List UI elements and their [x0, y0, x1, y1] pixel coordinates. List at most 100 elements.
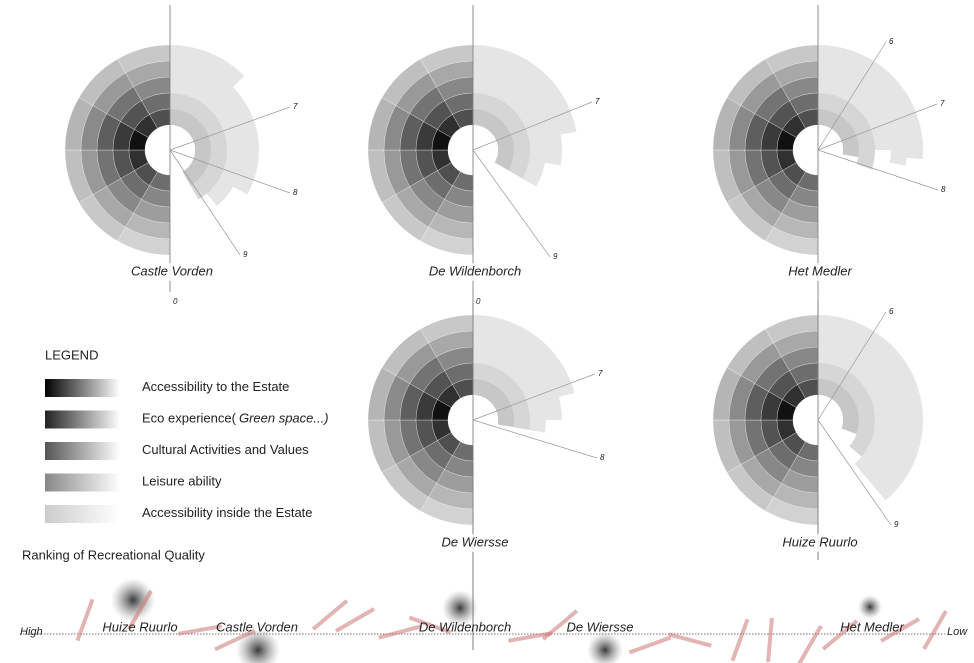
spoke	[169, 149, 291, 194]
stroke-mark	[766, 617, 774, 663]
stroke-mark	[668, 632, 712, 648]
stroke-mark	[541, 609, 579, 641]
stroke-mark	[378, 624, 422, 640]
spoke-label: 7	[940, 99, 945, 108]
spoke	[817, 41, 887, 151]
blur-blob	[858, 595, 882, 619]
spoke	[472, 419, 598, 459]
spoke-label: 6	[889, 307, 894, 316]
blur-blob	[587, 632, 623, 663]
spoke-label: 9	[553, 252, 558, 261]
ranking-place: Castle Vorden	[216, 619, 298, 634]
stroke-mark	[797, 624, 823, 663]
legend-label: Accessibility to the Estate	[142, 379, 289, 394]
ring-partial	[473, 77, 546, 187]
diagram-name: De Wiersse	[441, 534, 508, 549]
label-bg	[768, 263, 868, 281]
stroke-mark	[821, 619, 859, 651]
stroke-mark	[214, 628, 256, 652]
legend-text: Eco experience(	[142, 411, 237, 426]
ring-partial	[818, 379, 859, 435]
spoke	[472, 373, 596, 421]
spoke-label: 7	[598, 369, 603, 378]
stroke-mark	[628, 635, 672, 655]
stroke-mark	[879, 617, 921, 643]
spoke-label: 0	[173, 297, 178, 306]
stroke-mark	[730, 618, 750, 662]
radial-diagram: 6 9 Huize Ruurlo	[712, 300, 923, 560]
stroke-mark	[75, 598, 95, 642]
ring-partial	[818, 331, 907, 489]
legend-text: Cultural Activities and Values	[142, 442, 309, 457]
stroke-mark	[507, 631, 553, 643]
spoke-label: 9	[243, 250, 248, 259]
label-bg	[423, 534, 523, 552]
ring-partial	[473, 347, 546, 433]
ring-partial	[818, 45, 924, 160]
legend-title: LEGEND	[45, 347, 98, 362]
label-bg	[423, 263, 523, 281]
diagram-name: Huize Ruurlo	[782, 534, 857, 549]
ring-partial	[473, 61, 563, 166]
ring-partial	[473, 331, 562, 420]
radial-diagram: 6 7 8 Het Medler	[712, 5, 946, 560]
ring-partial	[473, 379, 514, 428]
spoke-label: 9	[894, 520, 899, 529]
ring-partial	[473, 108, 514, 171]
ring-partial	[473, 45, 577, 135]
ranking: Ranking of Recreational Quality High Low…	[20, 547, 968, 663]
diagram-name: De Wildenborch	[429, 263, 521, 278]
stroke-mark	[408, 615, 452, 635]
ring-partial	[473, 315, 575, 397]
spoke	[169, 106, 291, 151]
stroke-mark	[177, 624, 223, 636]
legend-swatch	[45, 505, 120, 523]
ring-partial	[818, 93, 875, 170]
legend-swatch	[45, 410, 120, 429]
ring-partial	[818, 61, 908, 166]
ranking-place: De Wildenborch	[419, 619, 511, 634]
ring-partial	[818, 109, 860, 158]
blur-blob	[442, 590, 478, 626]
ring-partial	[818, 77, 891, 150]
label-bg	[768, 534, 868, 552]
spoke-label: 6	[889, 37, 894, 46]
spoke-label: 8	[600, 453, 605, 462]
spoke	[817, 103, 938, 151]
radial-diagrams: 7 8 9 0 Castle Vorden 7 9 0 De Wildenborch 6 7 8 Het…	[64, 5, 946, 650]
ring-partial	[170, 77, 243, 206]
spoke	[817, 419, 892, 526]
stroke-mark	[334, 607, 376, 633]
ring-partial	[170, 109, 211, 186]
ring-partial	[473, 363, 530, 430]
ring-partial	[473, 93, 530, 179]
ring-partial	[170, 61, 259, 195]
radial-diagram: 7 8 9 0 Castle Vorden	[64, 5, 298, 306]
radial-diagram: 7 9 0 De Wildenborch	[367, 5, 600, 650]
ranking-place: Het Medler	[840, 619, 904, 634]
legend-swatch	[45, 379, 120, 397]
low-label: Low	[947, 626, 968, 638]
high-label: High	[20, 626, 43, 638]
legend-swatch	[45, 442, 120, 460]
ranking-title: Ranking of Recreational Quality	[22, 547, 205, 562]
label-bg	[120, 263, 220, 281]
stroke-mark	[311, 599, 349, 631]
stroke-mark	[127, 589, 153, 631]
ranking-place: De Wiersse	[566, 619, 633, 634]
spoke-label: 7	[595, 97, 600, 106]
legend-text: Accessibility to the Estate	[142, 379, 289, 394]
blur-blob	[236, 628, 280, 663]
ring-partial	[818, 315, 923, 501]
ring-partial	[170, 45, 245, 88]
spoke-label: 0	[476, 297, 481, 306]
diagram-name: Het Medler	[788, 263, 852, 278]
legend-note: Green space...)	[239, 411, 329, 426]
legend-text: Accessibility inside the Estate	[142, 505, 313, 520]
spoke	[472, 101, 593, 151]
legend-label: Leisure ability	[142, 474, 222, 489]
spoke	[817, 311, 887, 421]
legend-text: Leisure ability	[142, 474, 222, 489]
spoke	[169, 149, 241, 256]
